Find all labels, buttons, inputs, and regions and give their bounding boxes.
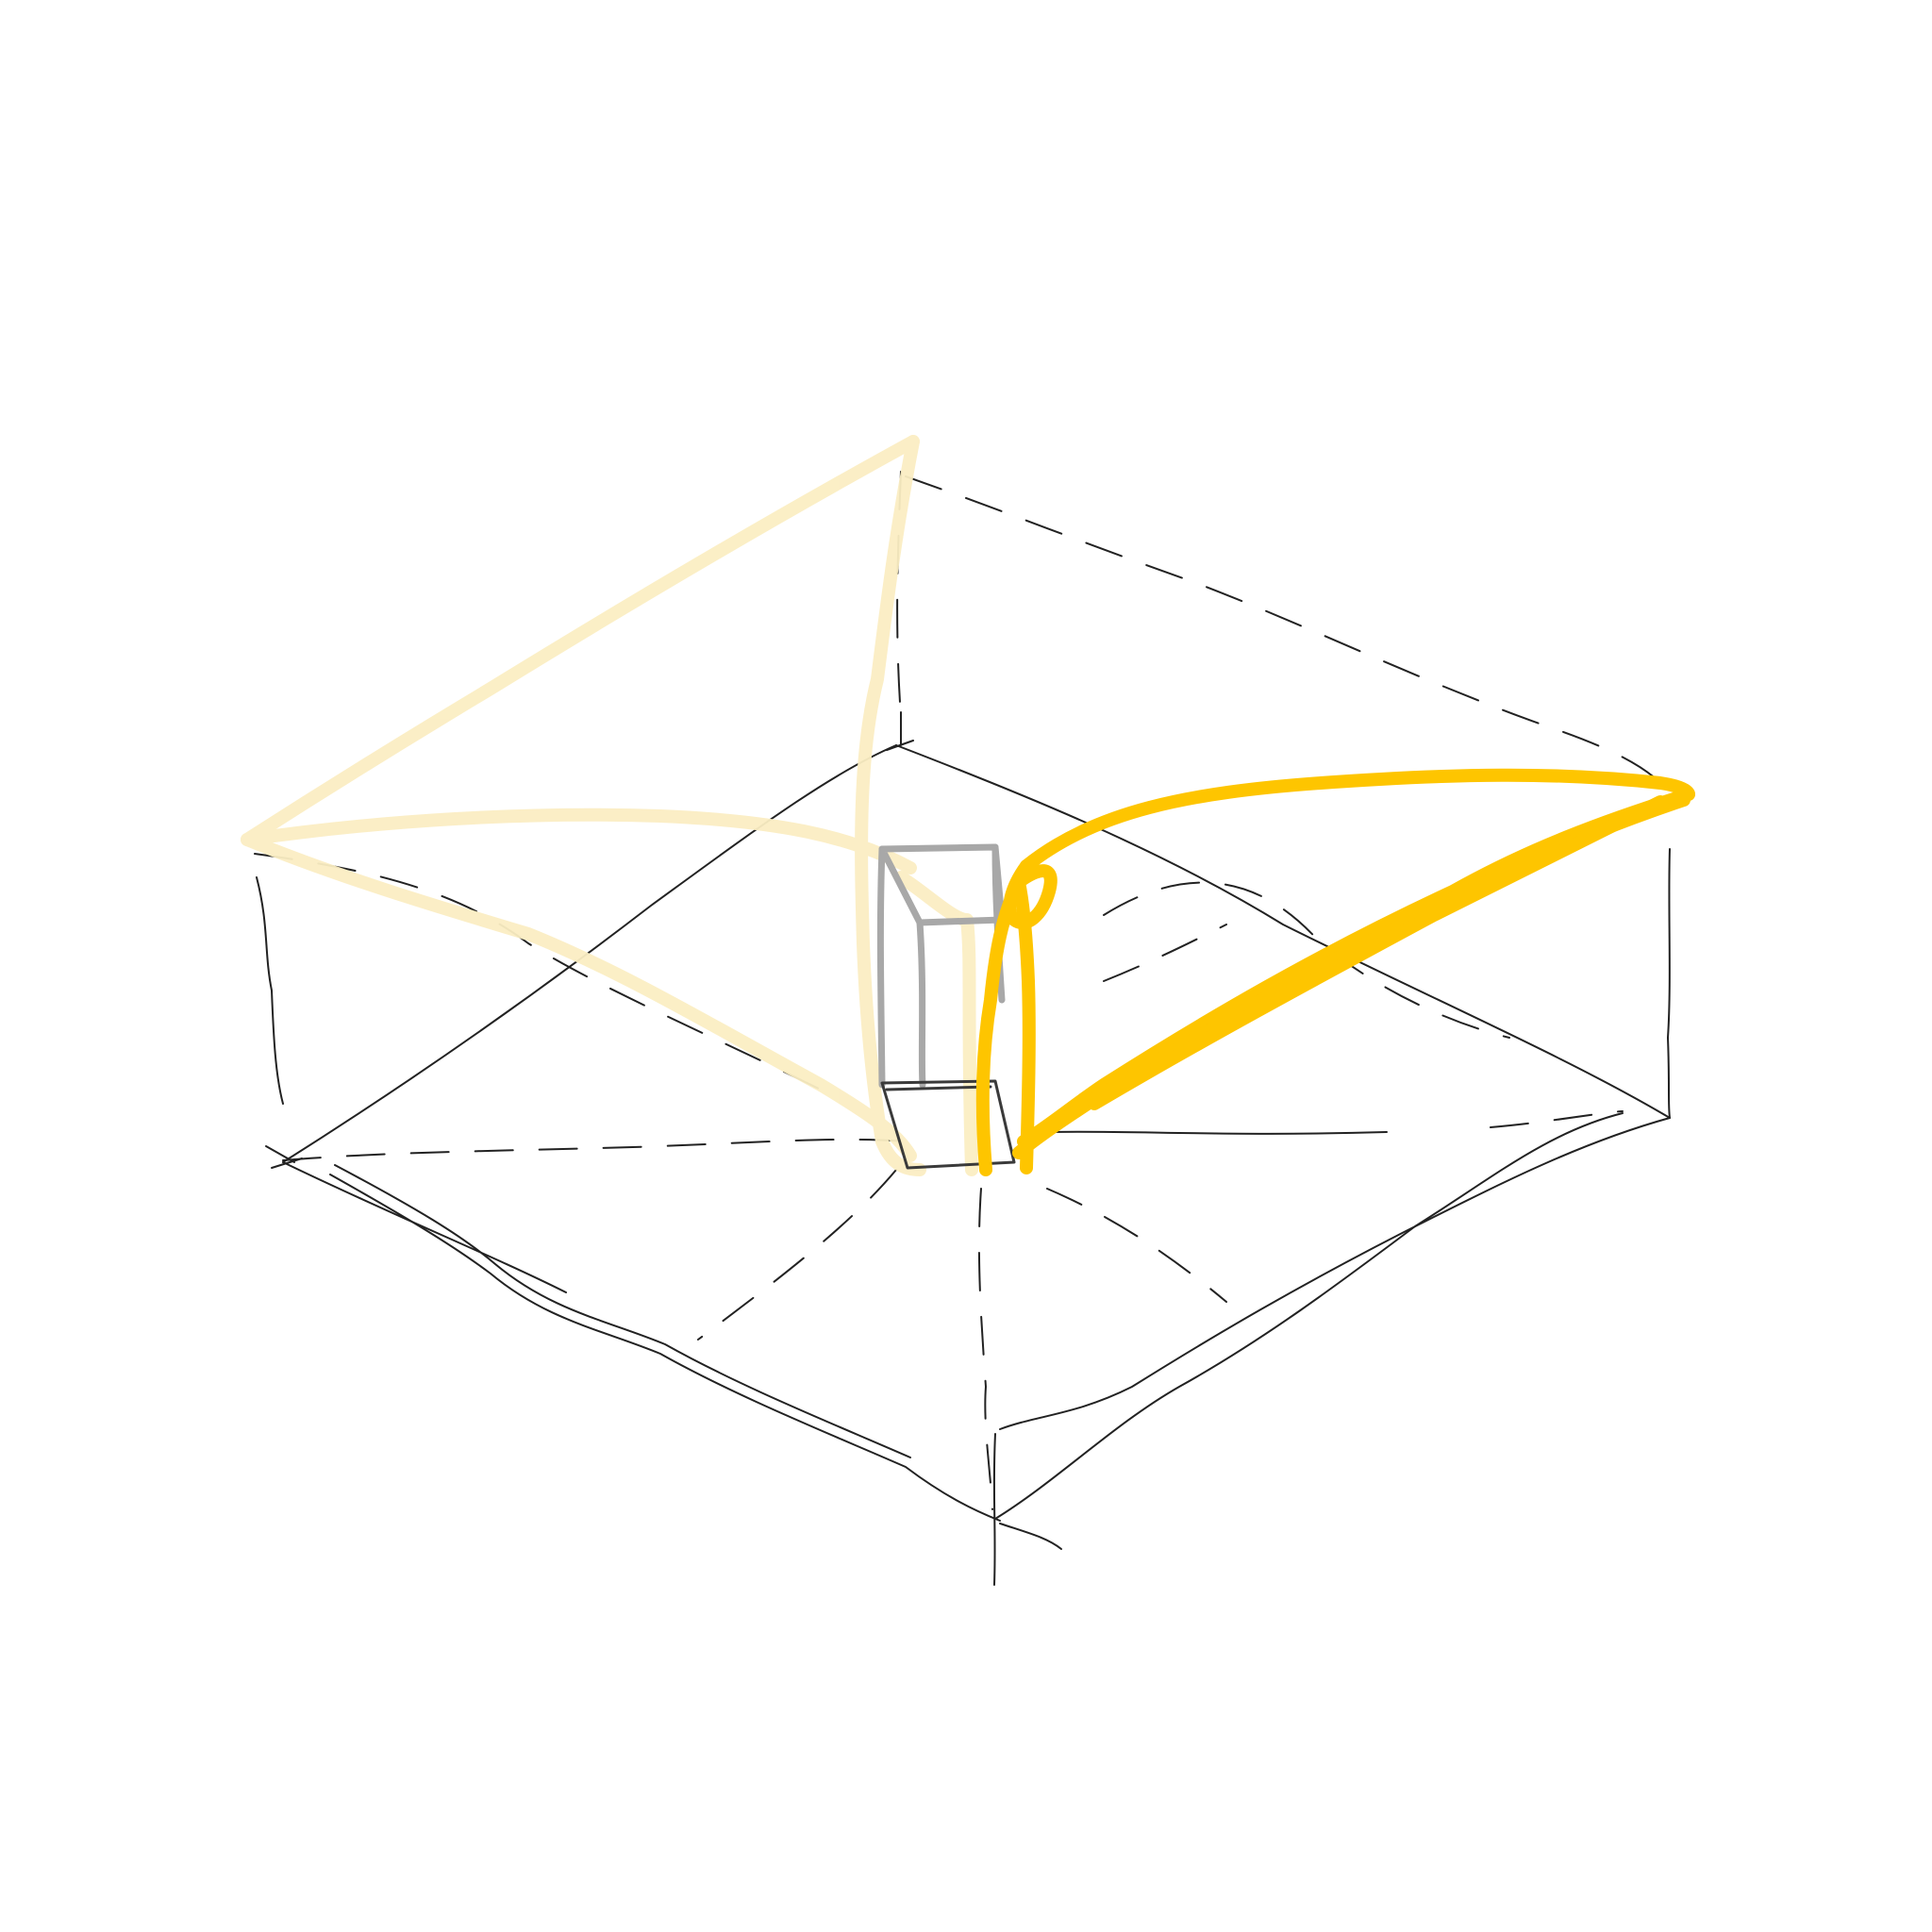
column-base — [880, 1079, 1016, 1170]
ground-box-outline — [256, 711, 1671, 1586]
bottom-left-edge-double — [334, 1164, 911, 1458]
pale-plane-lower-edge — [241, 833, 917, 1162]
top-face-right-back-edge — [895, 744, 1671, 1119]
pale-light-plane — [241, 435, 978, 1176]
bright-plane-top-edge — [1020, 768, 1695, 873]
bottom-tail — [999, 1523, 1062, 1550]
pale-plane-column-link — [894, 871, 978, 1176]
pale-plane-vertical — [855, 435, 926, 1176]
right-upper-hidden — [1103, 924, 1227, 982]
construction-lines — [254, 471, 1661, 1510]
column-front-edge — [916, 919, 926, 1089]
box-left-edge — [256, 876, 284, 1105]
bright-plane-diagonal-triple — [1088, 795, 1667, 1110]
box-front-corner — [992, 1433, 996, 1586]
pale-plane-upper-edge — [241, 435, 920, 846]
bright-light-plane — [975, 768, 1695, 1176]
top-face-left-back-edge — [282, 744, 897, 1163]
back-corner-tick — [886, 711, 914, 751]
front-vertical-hidden — [977, 1188, 993, 1510]
left-corner-tick — [265, 1145, 303, 1169]
upper-plane-back-edge — [905, 475, 1661, 784]
top-face-left-front-edge — [282, 1161, 567, 1293]
lower-right-diagonal — [1046, 1188, 1227, 1303]
column-base-inner — [885, 1085, 992, 1091]
right-plane-ridge — [1103, 881, 1510, 1039]
mid-right-diagonal — [1490, 1110, 1624, 1128]
upper-plane-left-edge — [254, 853, 831, 1095]
mid-left-diagonal — [282, 1138, 907, 1161]
bright-column-loop — [1003, 859, 1058, 930]
bright-plane-diagonal-double — [1012, 793, 1690, 1159]
bottom-right-edge — [994, 1112, 1624, 1520]
pale-plane-horizon-edge — [241, 808, 917, 874]
base-level-line — [1046, 1130, 1388, 1135]
box-right-edge — [1667, 848, 1671, 1119]
bottom-left-edge — [329, 1174, 1001, 1522]
top-face-right-front-edge — [999, 1117, 1671, 1430]
column-base-outline — [880, 1079, 1016, 1170]
bright-column-right — [1012, 875, 1036, 1174]
column-left-edge — [876, 845, 886, 1089]
lower-left-diagonal — [697, 1169, 897, 1341]
